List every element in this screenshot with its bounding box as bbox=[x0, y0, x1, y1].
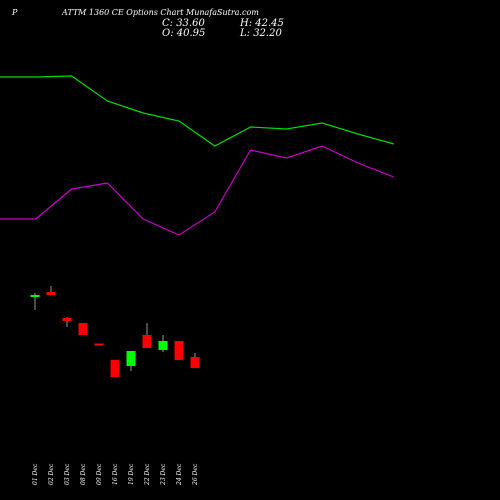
candle-body bbox=[126, 351, 136, 366]
chart-title: ATTM 1360 CE Options Chart MunafaSutra.c… bbox=[62, 8, 259, 17]
candlesticks bbox=[30, 286, 200, 377]
x-tick-label: 01 Dec bbox=[32, 463, 39, 485]
indicator-line-1 bbox=[0, 75, 394, 147]
candle-body bbox=[30, 295, 40, 297]
symbol-label: P bbox=[12, 8, 18, 17]
x-tick-label: 03 Dec bbox=[64, 463, 71, 485]
x-tick-label: 22 Dec bbox=[144, 463, 151, 485]
candle-body bbox=[142, 335, 152, 348]
candle-body bbox=[62, 318, 72, 321]
x-tick-label: 16 Dec bbox=[112, 463, 119, 485]
x-tick-label: 23 Dec bbox=[160, 463, 167, 485]
open-value: O: 40.95 bbox=[162, 28, 206, 39]
candle-body bbox=[94, 343, 104, 346]
x-tick-label: 02 Dec bbox=[48, 463, 55, 485]
candle-body bbox=[174, 341, 184, 360]
close-value: C: 33.60 bbox=[162, 18, 205, 29]
x-tick-label: 24 Dec bbox=[176, 463, 183, 485]
x-tick-label: 26 Dec bbox=[192, 463, 199, 485]
high-value: H: 42.45 bbox=[240, 18, 284, 29]
low-value: L: 32.20 bbox=[240, 28, 282, 39]
candle-body bbox=[110, 360, 120, 377]
x-tick-label: 08 Dec bbox=[80, 463, 87, 485]
indicator-lines bbox=[0, 75, 395, 236]
candle-body bbox=[78, 323, 88, 335]
candle-body bbox=[46, 292, 56, 295]
indicator-line-2 bbox=[0, 145, 395, 236]
candle-body bbox=[190, 357, 200, 368]
x-tick-label: 09 Dec bbox=[96, 463, 103, 485]
x-tick-label: 19 Dec bbox=[128, 463, 135, 485]
candle-body bbox=[158, 341, 168, 350]
